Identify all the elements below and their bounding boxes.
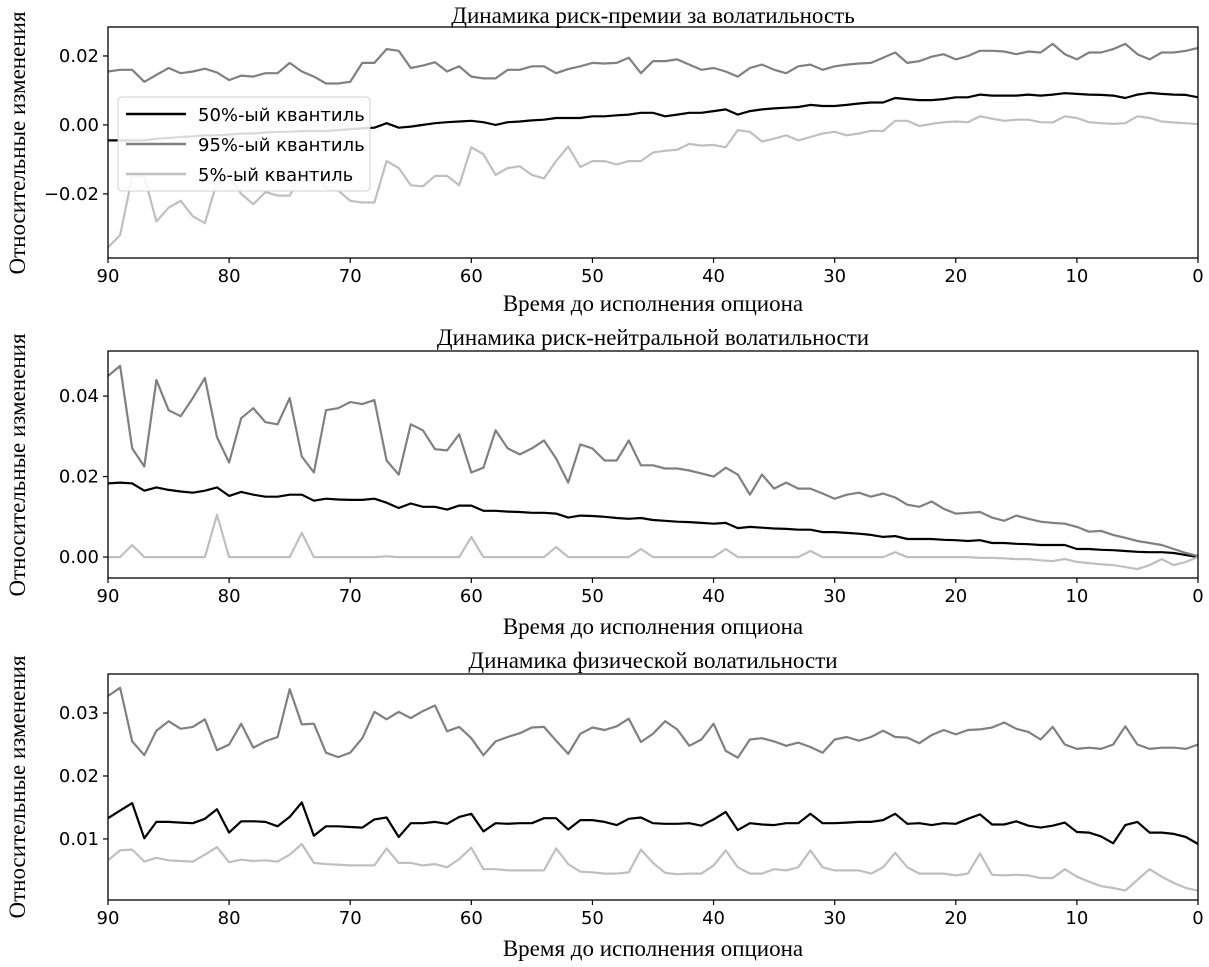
x-tick-label: 40 (702, 908, 725, 929)
x-tick-label: 30 (823, 266, 846, 287)
x-axis-label: Время до исполнения опциона (503, 291, 803, 316)
x-tick-label: 80 (218, 908, 241, 929)
x-tick-label: 0 (1192, 266, 1203, 287)
chart-title: Динамика риск-нейтральной волатильности (437, 325, 869, 350)
x-tick-label: 90 (97, 908, 120, 929)
series-line-q5 (107, 842, 1199, 892)
x-tick-label: 70 (339, 908, 362, 929)
x-tick-label: 30 (823, 586, 846, 607)
legend: 50%-ый квантиль 95%-ый квантиль 5%-ый кван… (117, 96, 371, 192)
x-tick-label: 90 (97, 586, 120, 607)
legend-label: 5%-ый квантиль (198, 165, 353, 186)
x-tick-label: 60 (460, 908, 483, 929)
x-tick-label: 50 (581, 908, 604, 929)
x-tick-label: 50 (581, 586, 604, 607)
series-line-q50 (107, 481, 1199, 559)
axes-frame (107, 350, 1199, 579)
legend-label: 50%-ый квантиль (198, 105, 365, 126)
x-tick-label: 40 (702, 266, 725, 287)
x-tick-label: 0 (1192, 908, 1203, 929)
y-axis-label: Относительные изменения (5, 11, 30, 274)
y-tick-label: 0.01 (59, 829, 99, 850)
x-tick-label: 20 (944, 266, 967, 287)
x-tick-label: 60 (460, 266, 483, 287)
legend-box (117, 96, 371, 192)
y-tick-label: 0.03 (59, 703, 99, 724)
y-tick-label: −0.02 (44, 184, 99, 205)
x-tick-label: 70 (339, 266, 362, 287)
subplot-1: Динамика риск-премии за волатильность Вре… (5, 3, 1204, 316)
x-tick-label: 20 (944, 586, 967, 607)
x-tick-label: 80 (218, 266, 241, 287)
x-tick-label: 50 (581, 266, 604, 287)
chart-title: Динамика физической волатильности (468, 648, 837, 673)
y-axis-label: Относительные изменения (5, 333, 30, 596)
y-tick-label: 0.00 (59, 547, 99, 568)
x-tick-label: 40 (702, 586, 725, 607)
y-tick-label: 0.04 (59, 386, 99, 407)
series-line-q5 (108, 513, 1199, 571)
series-line-q95 (107, 42, 1199, 85)
x-tick-label: 20 (944, 908, 967, 929)
chart-title: Динамика риск-премии за волатильность (451, 3, 854, 28)
x-tick-label: 90 (97, 266, 120, 287)
series-line-q95 (107, 364, 1199, 557)
x-tick-label: 10 (1065, 266, 1088, 287)
y-tick-label: 0.00 (59, 115, 99, 136)
x-tick-label: 30 (823, 908, 846, 929)
series-line-q5 (107, 115, 1199, 249)
x-tick-label: 60 (460, 586, 483, 607)
x-tick-label: 10 (1065, 586, 1088, 607)
subplot-3: Динамика физической волатильности Время д… (5, 648, 1204, 961)
series-line-q50 (107, 801, 1199, 845)
y-tick-label: 0.02 (59, 467, 99, 488)
x-axis-label: Время до исполнения опциона (503, 614, 803, 639)
series-line-q95 (107, 686, 1199, 759)
y-tick-label: 0.02 (59, 46, 99, 67)
x-tick-label: 10 (1065, 908, 1088, 929)
x-tick-label: 80 (218, 586, 241, 607)
x-axis-label: Время до исполнения опциона (503, 936, 803, 961)
subplot-2: Динамика риск-нейтральной волатильности В… (5, 325, 1204, 639)
y-axis-label: Относительные изменения (5, 655, 30, 918)
y-tick-label: 0.02 (59, 766, 99, 787)
x-tick-label: 70 (339, 586, 362, 607)
x-tick-label: 0 (1192, 586, 1203, 607)
legend-label: 95%-ый квантиль (198, 135, 365, 156)
axes-frame (107, 26, 1199, 259)
axes-frame (107, 673, 1199, 901)
